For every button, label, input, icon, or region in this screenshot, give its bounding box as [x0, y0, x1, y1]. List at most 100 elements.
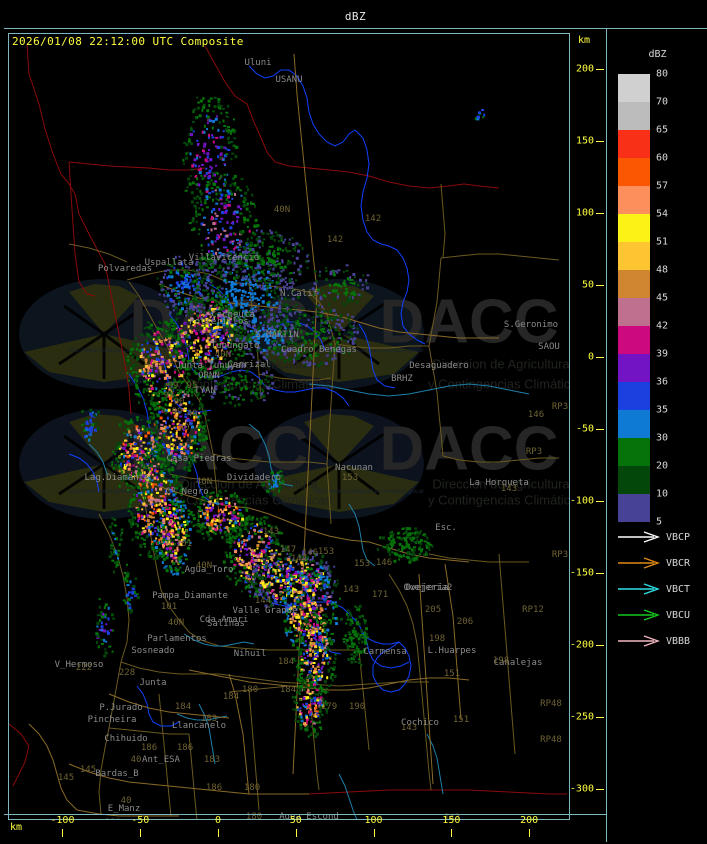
map-route-label: 40 — [179, 423, 190, 433]
y-tick — [596, 69, 604, 70]
map-place-label: Bardas_B — [95, 769, 138, 779]
arrow-icon — [616, 582, 660, 596]
map-place-label: Dividadero — [227, 473, 281, 483]
map-route-label: 184 — [278, 657, 294, 667]
map-place-label: Llancanelo — [172, 721, 226, 731]
y-tick-label: -200 — [570, 640, 594, 651]
colorbar-swatch — [618, 242, 650, 270]
y-tick-label: -250 — [570, 712, 594, 723]
map-route-label: 186 — [206, 783, 222, 793]
colorbar-tick-label: 20 — [656, 461, 668, 472]
map-place-label: Polvaredas — [98, 264, 152, 274]
vector-legend-label: VBCT — [666, 584, 690, 595]
map-route-label: 206 — [457, 617, 473, 627]
map-place-label: Valle Grande — [232, 606, 297, 616]
map-route-label: 186 — [177, 743, 193, 753]
x-tick — [296, 829, 297, 837]
window-title: dBZ — [345, 10, 366, 23]
x-tick-label: -50 — [131, 815, 149, 826]
map-place-label: S.MARTIN — [255, 330, 298, 340]
map-place-label: Cº Negro — [165, 487, 208, 497]
map-route-label: 179 — [321, 702, 337, 712]
vector-legend-item: VBBB — [616, 628, 707, 654]
y-tick-label: 0 — [588, 352, 594, 363]
map-place-label: Uluni — [244, 58, 271, 68]
map-place-label: Ant_ESA — [142, 755, 180, 765]
colorbar[interactable] — [618, 74, 650, 522]
plot-area: DACC Direccion de Agricultura y Continge… — [4, 29, 607, 842]
map-route-label: 153 — [318, 547, 334, 557]
map-place-label: Cuadro Benegas — [281, 345, 357, 355]
legend-title: dBZ — [608, 49, 707, 60]
map-place-label: Junta — [139, 678, 166, 688]
map-route-label: 143 — [401, 723, 417, 733]
map-route-label: 198 — [493, 656, 509, 666]
map-place-label: P.Jurado — [99, 703, 142, 713]
colorbar-tick-label: 57 — [656, 181, 668, 192]
colorbar-tick-label: 30 — [656, 433, 668, 444]
map-route-label: 180 — [244, 783, 260, 793]
colorbar-swatch — [618, 354, 650, 382]
vector-legend-item: VBCT — [616, 576, 707, 602]
y-tick-label: 150 — [576, 136, 594, 147]
map-route-label: 151 — [444, 669, 460, 679]
colorbar-swatch — [618, 214, 650, 242]
y-tick-label: 200 — [576, 64, 594, 75]
y-tick — [596, 789, 604, 790]
colorbar-swatch — [618, 102, 650, 130]
map-route-label: 171 — [372, 590, 388, 600]
map-place-label: USANU — [275, 75, 302, 85]
map-place-label: Sosneado — [131, 646, 174, 656]
vector-legend-item: VBCR — [616, 550, 707, 576]
arrow-icon — [616, 608, 660, 622]
colorbar-swatch — [618, 438, 650, 466]
map-route-label: 153 — [342, 473, 358, 483]
colorbar-tick-label: 39 — [656, 349, 668, 360]
colorbar-tick-label: 70 — [656, 97, 668, 108]
map-route-label: 101 — [176, 539, 192, 549]
arrow-icon — [616, 530, 660, 544]
map-route-label: RP3 — [552, 550, 568, 560]
map-route-label: 147 — [280, 545, 296, 555]
map-route-label: 186 — [141, 743, 157, 753]
radar-map[interactable]: DACC Direccion de Agricultura y Continge… — [8, 33, 570, 820]
colorbar-tick-label: 10 — [656, 489, 668, 500]
x-tick-label: 50 — [290, 815, 302, 826]
map-route-label: 89 — [172, 407, 183, 417]
colorbar-tick-label: 54 — [656, 209, 668, 220]
arrow-icon — [616, 634, 660, 648]
colorbar-swatch — [618, 270, 650, 298]
colorbar-swatch — [618, 466, 650, 494]
y-tick — [596, 357, 604, 358]
window-titlebar: dBZ — [4, 4, 707, 29]
map-route-label: 40N — [196, 561, 212, 571]
colorbar-tick-label: 36 — [656, 377, 668, 388]
colorbar-swatch — [618, 382, 650, 410]
map-route-label: 144 — [255, 596, 271, 606]
map-place-label: Lag.Diamante — [84, 473, 149, 483]
map-route-label: 101 — [161, 602, 177, 612]
map-route-label: 40 — [131, 755, 142, 765]
colorbar-tick-label: 65 — [656, 125, 668, 136]
map-route-label: 228 — [119, 668, 135, 678]
map-place-label: Cacheuta — [211, 310, 254, 320]
timestamp-label: 2026/01/08 22:12:00 UTC Composite — [12, 35, 244, 48]
map-route-label: 222 — [76, 663, 92, 673]
x-tick — [218, 829, 219, 837]
y-tick — [596, 501, 604, 502]
x-tick-label: 150 — [442, 815, 460, 826]
map-place-label: S.Geronimo — [504, 320, 558, 330]
map-route-label: RP3 — [526, 447, 542, 457]
map-route-label: 184 — [175, 702, 191, 712]
map-route-label: 40N — [168, 618, 184, 628]
map-place-label: Desaguadero — [409, 361, 469, 371]
y-tick-label: 50 — [582, 280, 594, 291]
y-tick — [596, 285, 604, 286]
map-route-label: 90 — [174, 397, 185, 407]
x-tick — [451, 829, 452, 837]
map-route-label: RP12 — [522, 605, 544, 615]
map-route-label: 99 — [168, 381, 179, 391]
vector-legend-label: VBCP — [666, 532, 690, 543]
